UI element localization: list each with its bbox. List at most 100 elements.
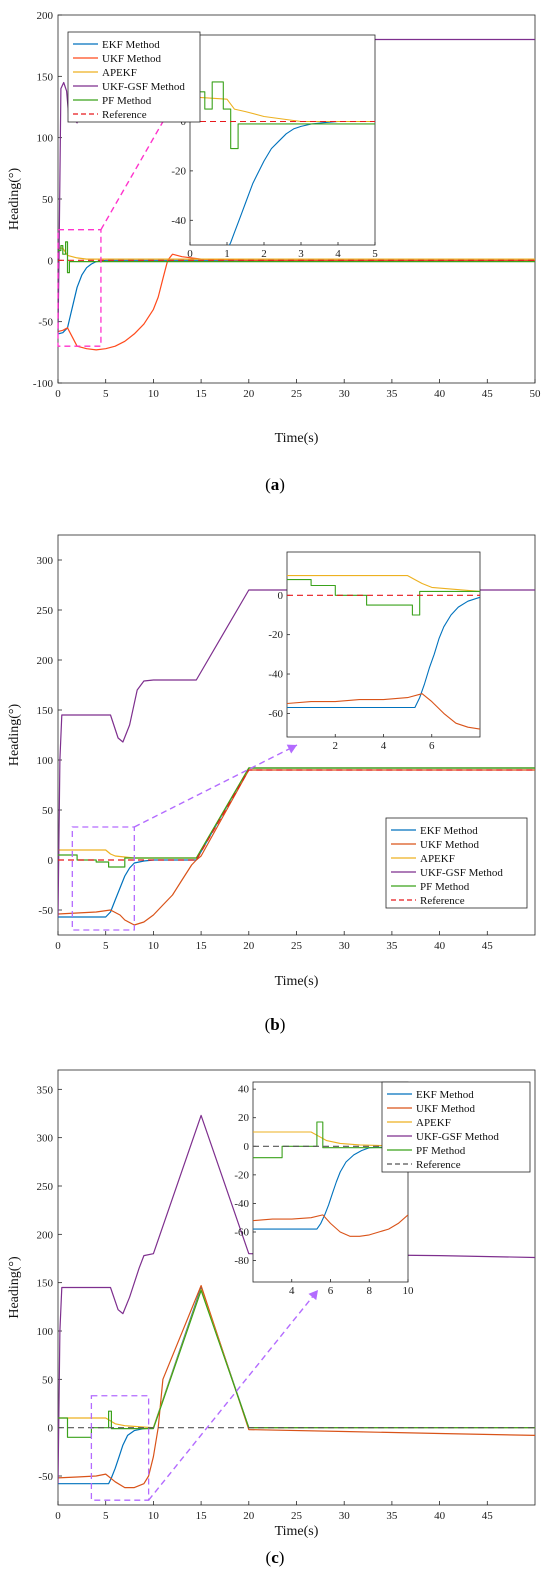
x-axis-label: Time(s) <box>275 1524 319 1539</box>
panel-label-letter: b <box>270 1015 279 1034</box>
inset-x-tick-label: 4 <box>289 1285 295 1297</box>
y-tick-label: 100 <box>37 755 54 767</box>
y-tick-label: 250 <box>37 1181 54 1193</box>
x-tick-label: 50 <box>530 388 542 400</box>
y-tick-label: 100 <box>37 133 54 145</box>
main-series-ukf_bc <box>58 1284 535 1489</box>
inset-y-tick-label: -40 <box>268 669 283 681</box>
legend-entry-gsf: UKF-GSF Method <box>420 867 503 879</box>
y-tick-label: 200 <box>37 1229 54 1241</box>
inset-y-tick-label: 40 <box>238 1084 250 1096</box>
legend-entry-ekf: EKF Method <box>420 825 478 837</box>
x-tick-label: 45 <box>482 1510 494 1522</box>
legend-box <box>67 31 201 123</box>
inset-y-tick-label: 20 <box>238 1112 250 1124</box>
legend-entry-pf: PF Method <box>420 881 470 893</box>
panel-label-open: ( <box>266 1548 272 1567</box>
inset-y-tick-label: -20 <box>171 165 186 177</box>
inset-x-tick-label: 0 <box>187 248 193 260</box>
x-tick-label: 25 <box>291 1510 303 1522</box>
legend-entry-gsf: UKF-GSF Method <box>102 81 185 93</box>
inset-series-apekf <box>253 1131 408 1147</box>
zoom-arrow <box>148 1289 319 1501</box>
inset-area <box>286 551 481 738</box>
zoom-box <box>57 229 102 347</box>
zoom-box <box>90 1395 150 1501</box>
inset-y-tick-label: -40 <box>171 215 186 227</box>
zoom-arrow-head <box>308 1290 318 1301</box>
x-tick-label: 10 <box>148 1510 160 1522</box>
x-tick-label: 10 <box>148 940 160 952</box>
zoom-arrow-head <box>286 744 297 754</box>
zoom-arrow <box>134 744 298 828</box>
legend-entry-gsf: UKF-GSF Method <box>416 1131 499 1143</box>
y-tick-label: 150 <box>37 71 54 83</box>
legend-entry-ukf_bc: UKF Method <box>420 839 479 851</box>
y-tick-label: 350 <box>37 1084 54 1096</box>
x-tick-label: 30 <box>339 1510 351 1522</box>
inset-x-tick-label: 2 <box>333 740 339 752</box>
chart-a: 0 5 10 15 20 25 30 35 40 45 50-100-50050100150200T… <box>7 10 541 494</box>
x-tick-label: 15 <box>196 940 208 952</box>
inset-y-tick-label: -40 <box>234 1198 249 1210</box>
legend-entry-ref: Reference <box>420 895 465 907</box>
x-tick-label: 40 <box>434 388 446 400</box>
x-tick-label: 30 <box>339 388 351 400</box>
panel-label-letter: c <box>271 1548 279 1567</box>
inset-x-tick-label: 4 <box>381 740 387 752</box>
inset-series-pf <box>287 579 480 616</box>
y-tick-label: -50 <box>38 317 53 329</box>
y-tick-label: -50 <box>38 905 53 917</box>
panel-label-a: (a) <box>265 475 285 494</box>
inset-y-tick-label: -60 <box>234 1227 249 1239</box>
x-tick-label: 40 <box>434 940 446 952</box>
zoom-box <box>71 826 135 931</box>
legend-entry-apekf: APEKF <box>416 1117 451 1129</box>
y-tick-label: 100 <box>37 1326 54 1338</box>
legend-entry-ekf: EKF Method <box>416 1089 474 1101</box>
y-tick-label: 0 <box>48 855 54 867</box>
main-series-ref <box>58 769 535 861</box>
legend-box <box>381 1081 531 1173</box>
x-tick-label: 20 <box>243 940 255 952</box>
x-tick-label: 45 <box>482 388 494 400</box>
legend-b: EKF Method UKF Method APEKF UKF-GSF Method P… <box>385 817 528 909</box>
inset-x-tick-label: 2 <box>261 248 267 260</box>
y-tick-label: 50 <box>42 1374 54 1386</box>
x-tick-label: 0 <box>55 388 61 400</box>
panel-label-close: ) <box>279 475 285 494</box>
inset-series-ukf_bc <box>253 1214 408 1237</box>
y-tick-label: 50 <box>42 805 54 817</box>
y-tick-label: 0 <box>48 255 54 267</box>
legend-entry-pf: PF Method <box>416 1145 466 1157</box>
y-tick-label: 150 <box>37 1278 54 1290</box>
inset-y-tick-label: -60 <box>268 708 283 720</box>
y-axis-label: Heading(°) <box>7 703 22 766</box>
main-series-pf <box>58 767 535 868</box>
x-tick-label: 5 <box>103 388 109 400</box>
legend-a: EKF Method UKF Method APEKF UKF-GSF Method P… <box>67 31 201 123</box>
panel-label-open: ( <box>265 475 271 494</box>
legend-entry-apekf: APEKF <box>420 853 455 865</box>
panel-label-open: ( <box>265 1015 271 1034</box>
y-tick-label: 0 <box>48 1423 54 1435</box>
inset-x-tick-label: 5 <box>372 248 378 260</box>
main-series-pf <box>58 241 535 274</box>
y-tick-label: 200 <box>37 10 54 22</box>
inset-series-ukf_bc <box>287 693 480 730</box>
panel-label-close: ) <box>279 1548 285 1567</box>
legend-entry-ref_c: Reference <box>416 1159 461 1171</box>
y-tick-label: 300 <box>37 1133 54 1145</box>
x-tick-label: 5 <box>103 940 109 952</box>
x-tick-label: 25 <box>291 940 303 952</box>
x-tick-label: 45 <box>482 940 494 952</box>
inset-y-tick-label: -80 <box>234 1255 249 1267</box>
y-tick-label: -100 <box>33 378 54 390</box>
legend-entry-ref: Reference <box>102 109 147 121</box>
legend-entry-ukf_bc: UKF Method <box>416 1103 475 1115</box>
x-tick-label: 35 <box>386 1510 398 1522</box>
inset-x-tick-label: 8 <box>367 1285 373 1297</box>
